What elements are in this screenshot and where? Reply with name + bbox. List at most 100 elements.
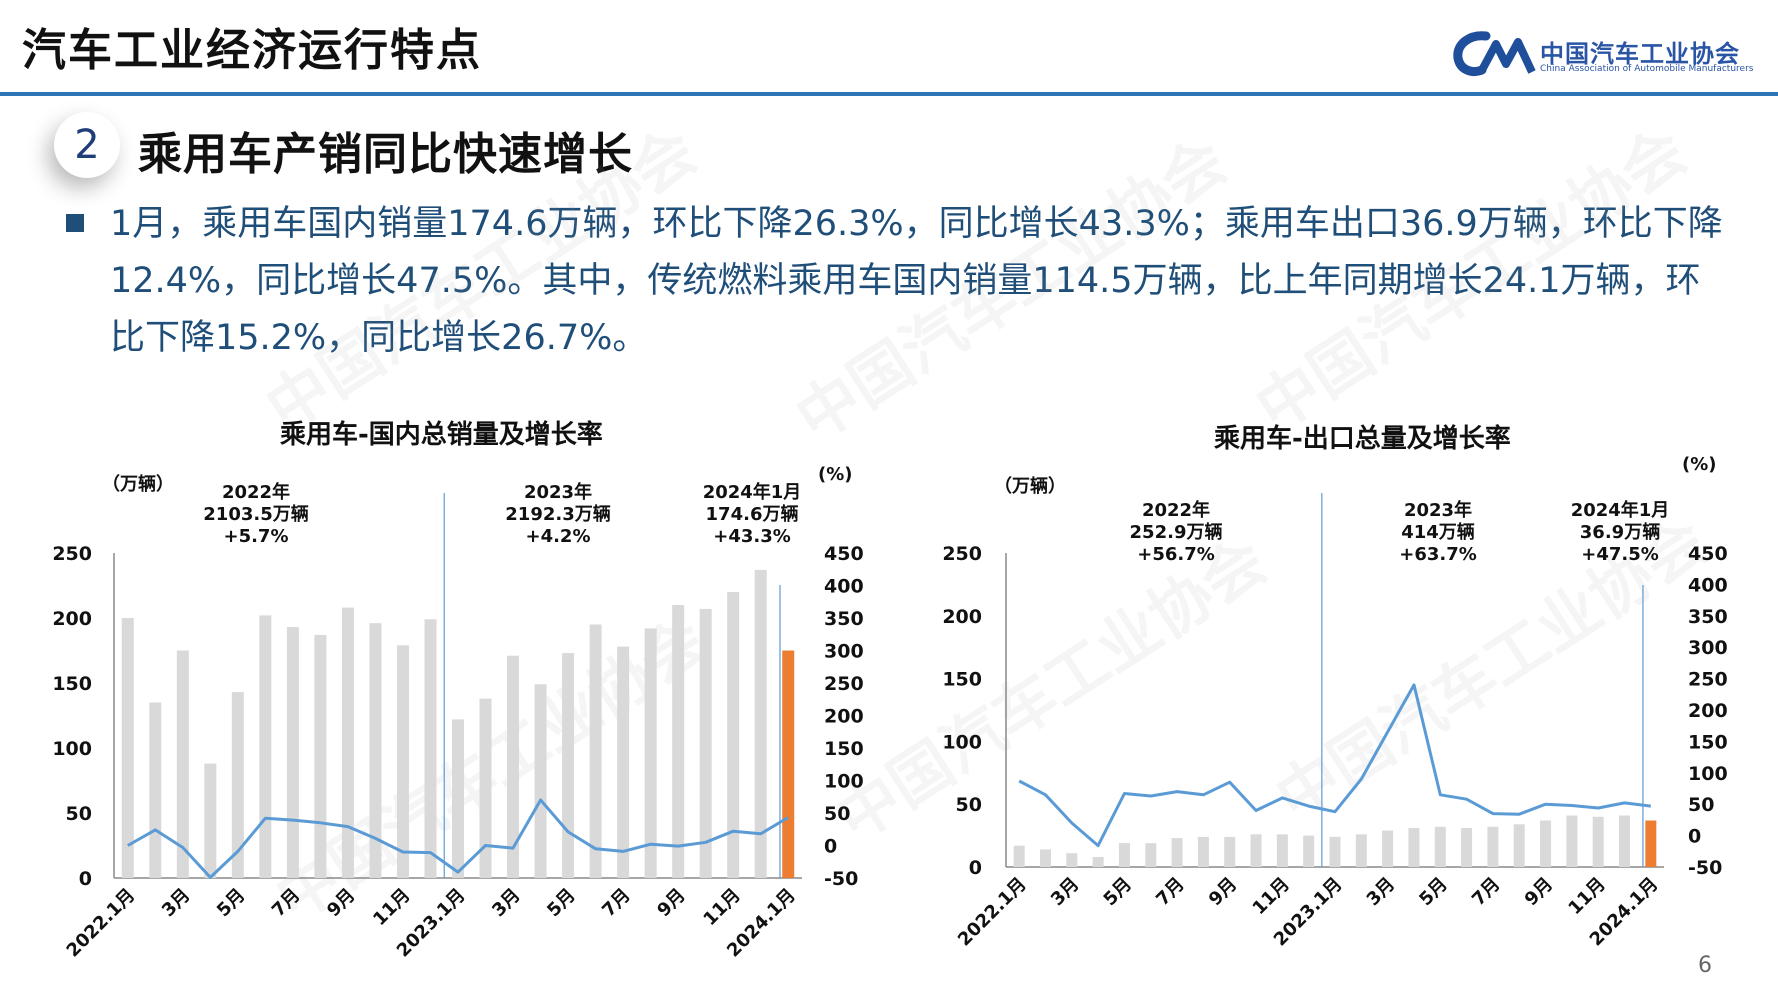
annotation-domestic: +43.3% <box>713 526 791 547</box>
caam-logo: 中国汽车工业协会 China Association of Automobile… <box>1452 30 1753 80</box>
x-tick-domestic: 11月 <box>369 885 414 930</box>
bar-export <box>1039 849 1051 867</box>
bar-export <box>1382 830 1394 867</box>
bar-export <box>1145 843 1157 867</box>
annotation-export: +63.7% <box>1399 544 1477 565</box>
y-tick-right-domestic: 100 <box>824 771 864 793</box>
y-tick-right-export: 0 <box>1688 826 1701 848</box>
y-tick-right-domestic: -50 <box>824 868 858 890</box>
annotation-domestic: +4.2% <box>525 526 590 547</box>
bar-export <box>1461 828 1473 867</box>
annotation-domestic: 2192.3万辆 <box>505 503 610 525</box>
y-tick-left-export: 0 <box>969 857 982 879</box>
x-tick-domestic: 7月 <box>598 885 634 921</box>
x-tick-domestic: 7月 <box>268 885 304 921</box>
bar-domestic <box>479 698 492 878</box>
x-tick-export: 2022.1月 <box>954 874 1031 951</box>
bar-export <box>1092 856 1104 867</box>
bar-domestic <box>617 646 630 878</box>
bullet-square-icon <box>66 214 84 232</box>
annotation-export: 2022年 <box>1142 499 1210 521</box>
annotation-export: 414万辆 <box>1401 521 1475 543</box>
bar-domestic <box>121 618 134 878</box>
bar-domestic <box>562 653 575 878</box>
header-divider <box>0 92 1778 96</box>
annotation-domestic: +5.7% <box>223 526 288 547</box>
y-tick-left-domestic: 250 <box>52 543 92 565</box>
bar-domestic <box>314 634 327 878</box>
bar-domestic <box>231 692 244 878</box>
y-tick-right-export: 450 <box>1688 543 1728 565</box>
y-tick-right-domestic: 300 <box>824 641 864 663</box>
bar-export <box>1303 835 1315 867</box>
x-tick-export: 11月 <box>1564 874 1609 919</box>
bar-domestic <box>176 650 189 878</box>
annotation-export: 36.9万辆 <box>1580 521 1660 543</box>
logo-en-text: China Association of Automobile Manufact… <box>1540 64 1754 74</box>
x-tick-export: 9月 <box>1521 874 1557 910</box>
y-unit-right-domestic: (%) <box>818 464 853 485</box>
y-tick-right-export: 400 <box>1688 574 1728 596</box>
y-tick-right-export: 250 <box>1688 669 1728 691</box>
bar-domestic <box>149 702 162 878</box>
y-tick-left-domestic: 100 <box>52 738 92 760</box>
annotation-domestic: 2023年 <box>524 481 592 503</box>
x-tick-export: 3月 <box>1363 874 1399 910</box>
y-tick-right-export: 150 <box>1688 731 1728 753</box>
chart-title-domestic: 乘用车-国内总销量及增长率 <box>280 420 603 450</box>
annotation-export: 2024年1月 <box>1571 499 1670 521</box>
y-tick-right-domestic: 400 <box>824 576 864 598</box>
bar-export <box>1118 843 1130 867</box>
y-tick-left-export: 150 <box>942 669 982 691</box>
x-tick-domestic: 3月 <box>158 885 194 921</box>
annotation-export: +47.5% <box>1581 544 1659 565</box>
growth-line-export <box>1018 683 1651 848</box>
bullet-text: 1月，乘用车国内销量174.6万辆，环比下降26.3%，同比增长43.3%；乘用… <box>110 204 1723 358</box>
x-tick-domestic: 11月 <box>699 885 744 930</box>
bar-export <box>1276 834 1288 867</box>
x-tick-domestic: 5月 <box>543 885 579 921</box>
bar-export <box>1329 836 1341 867</box>
annotation-domestic: 174.6万辆 <box>706 503 799 525</box>
bar-export <box>1592 816 1604 867</box>
y-unit-left-domestic: （万辆） <box>102 473 174 495</box>
bar-export <box>1434 826 1446 867</box>
bar-export <box>1066 853 1078 867</box>
y-unit-right-export: (%) <box>1682 454 1717 475</box>
bar-export <box>1171 838 1183 867</box>
bar-domestic <box>341 607 354 878</box>
bar-domestic <box>259 615 272 878</box>
x-tick-export: 9月 <box>1205 874 1241 910</box>
x-tick-export: 5月 <box>1415 874 1451 910</box>
bar-export <box>1197 836 1209 867</box>
y-tick-left-export: 50 <box>956 794 982 816</box>
y-tick-left-export: 100 <box>942 731 982 753</box>
bar-domestic <box>754 569 767 878</box>
x-tick-export: 7月 <box>1152 874 1188 910</box>
section-number: 2 <box>74 122 100 168</box>
logo-cn-text: 中国汽车工业协会 <box>1540 40 1740 68</box>
y-tick-left-export: 200 <box>942 606 982 628</box>
x-tick-domestic: 9月 <box>653 885 689 921</box>
x-tick-domestic: 9月 <box>323 885 359 921</box>
growth-line-domestic <box>127 798 789 879</box>
bar-export <box>1408 828 1420 867</box>
y-tick-right-domestic: 200 <box>824 706 864 728</box>
y-tick-left-domestic: 0 <box>79 868 92 890</box>
bar-export <box>1540 820 1552 867</box>
y-tick-left-domestic: 200 <box>52 608 92 630</box>
bar-export <box>1355 834 1367 867</box>
bar-domestic <box>369 623 382 878</box>
x-tick-export: 3月 <box>1047 874 1083 910</box>
bar-domestic <box>396 645 409 878</box>
x-tick-domestic: 3月 <box>488 885 524 921</box>
bar-export <box>1619 815 1631 867</box>
y-tick-left-export: 250 <box>942 543 982 565</box>
bar-export <box>1224 836 1236 867</box>
bar-domestic <box>727 592 740 878</box>
y-tick-left-domestic: 150 <box>52 673 92 695</box>
y-tick-right-export: 100 <box>1688 763 1728 785</box>
x-tick-export: 7月 <box>1468 874 1504 910</box>
x-tick-domestic: 2022.1月 <box>63 885 140 962</box>
